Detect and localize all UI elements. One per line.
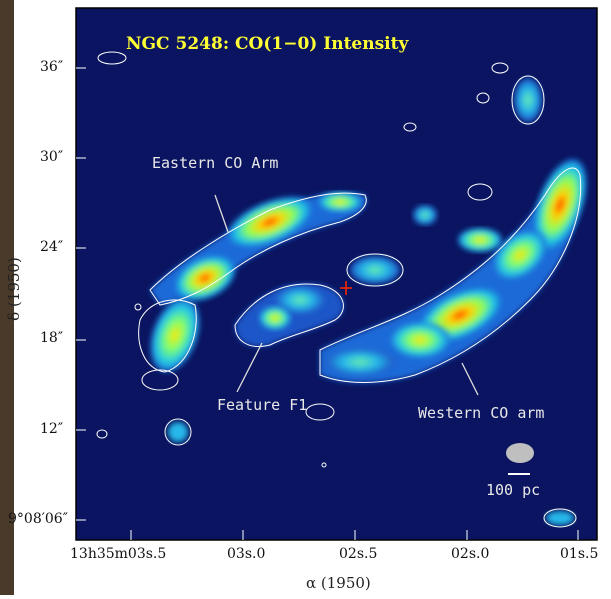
x-axis-label: α (1950): [306, 574, 371, 592]
emission-feature-f1: [234, 205, 437, 347]
y-axis-label: δ (1950): [4, 257, 23, 321]
y-tick-label: 24″: [40, 239, 64, 255]
y-tick-label: 9°08′06″: [8, 511, 68, 527]
eastern-arm-label: Eastern CO Arm: [152, 154, 279, 172]
y-tick-label: 36″: [40, 59, 64, 75]
y-tick-label: 30″: [40, 149, 64, 165]
nucleus-marker-icon: [340, 281, 352, 295]
feature-f1-pointer: [236, 342, 263, 393]
x-tick-label: 01s.5: [560, 546, 599, 562]
emission-western-arm: [168, 75, 587, 525]
plot-frame: [75, 7, 598, 541]
small-contour-blobs: [96, 51, 577, 528]
y-tick-label: 18″: [40, 330, 64, 346]
scale-bar-label: 100 pc: [486, 481, 541, 499]
map-title: NGC 5248: CO(1−0) Intensity: [126, 34, 409, 54]
x-tick-label: 13h35m03s.5: [70, 546, 167, 562]
y-tick-label: 12″: [40, 421, 64, 437]
x-tick-label: 02s.5: [339, 546, 378, 562]
axis-ticks: [76, 67, 579, 540]
beam-ellipse: [506, 443, 534, 463]
feature-f1-label: Feature F1: [217, 396, 308, 414]
western-arm-label: Western CO arm: [418, 404, 545, 422]
western-arm-pointer: [461, 362, 479, 396]
emission-eastern-arm: [138, 192, 367, 373]
left-edge-strip: [0, 0, 14, 595]
eastern-arm-pointer: [214, 194, 229, 233]
x-tick-label: 03s.0: [227, 546, 266, 562]
x-tick-label: 02s.0: [451, 546, 490, 562]
